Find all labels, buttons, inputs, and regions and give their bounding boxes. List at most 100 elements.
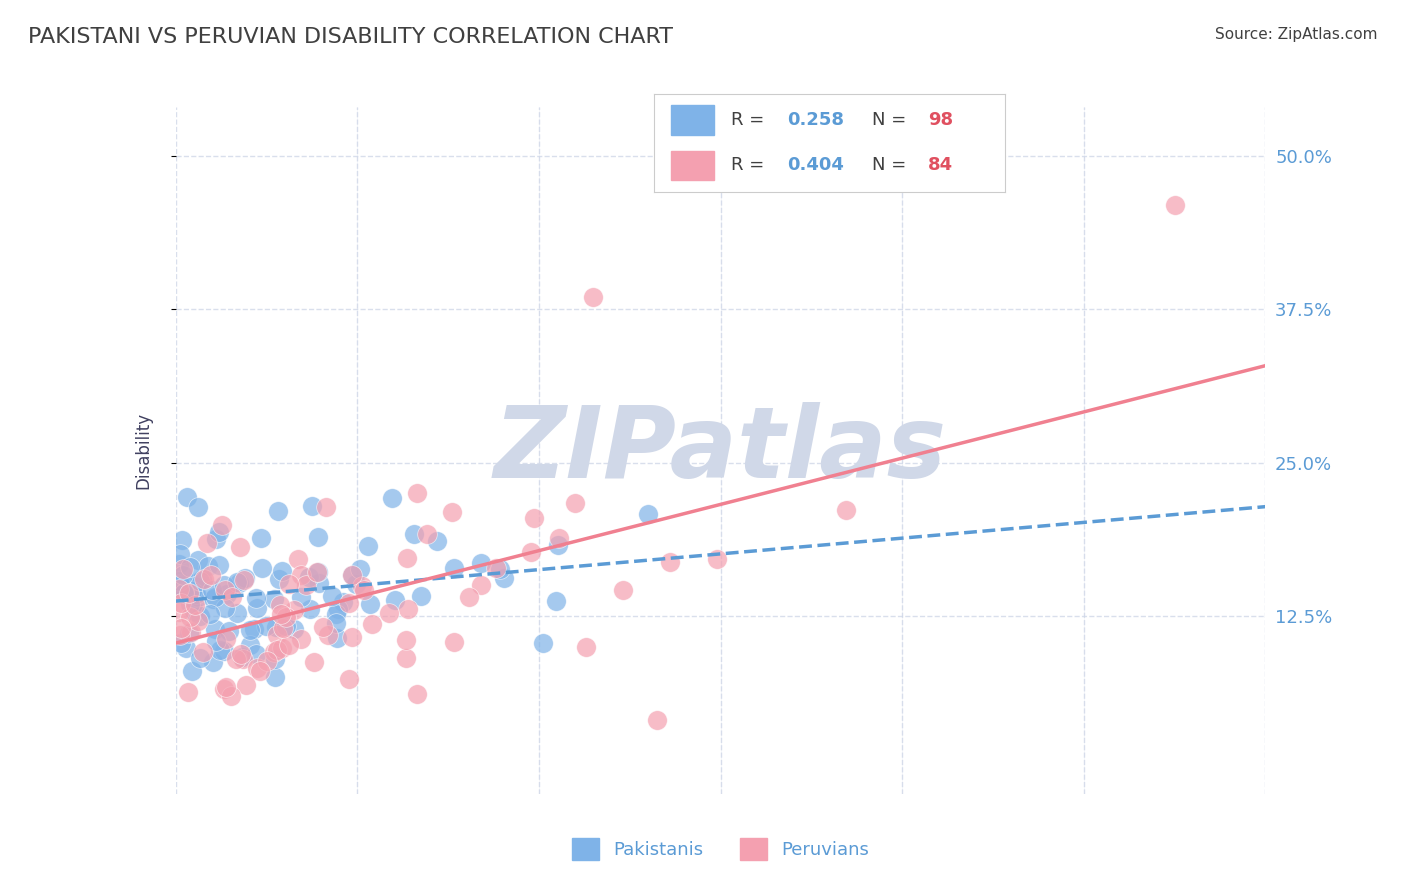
Point: [276, 619, 298, 633]
Point: [304, 655, 326, 669]
Point: [395, 550, 418, 565]
Point: [177, 585, 200, 599]
Point: [328, 602, 350, 616]
Point: [202, 655, 225, 669]
Point: [325, 607, 347, 621]
Point: [169, 628, 191, 642]
Point: [207, 558, 229, 572]
Point: [179, 597, 201, 611]
Point: [200, 607, 222, 621]
Point: [228, 576, 250, 591]
Point: [170, 579, 193, 593]
Point: [357, 539, 380, 553]
Point: [183, 579, 205, 593]
Point: [485, 561, 508, 575]
Point: [183, 604, 205, 618]
Text: Source: ZipAtlas.com: Source: ZipAtlas.com: [1215, 27, 1378, 42]
Point: [294, 578, 316, 592]
Point: [246, 601, 269, 615]
Point: [191, 645, 214, 659]
Point: [1163, 198, 1185, 212]
Point: [470, 557, 492, 571]
Point: [188, 650, 211, 665]
Point: [378, 606, 401, 620]
Point: [169, 557, 191, 571]
Point: [250, 531, 273, 545]
Point: [547, 531, 569, 545]
Point: [243, 622, 266, 636]
Point: [211, 517, 233, 532]
Legend: Pakistanis, Peruvians: Pakistanis, Peruvians: [565, 830, 876, 867]
Point: [350, 579, 373, 593]
Point: [205, 532, 228, 546]
Point: [395, 651, 418, 665]
Point: [301, 500, 323, 514]
Point: [212, 644, 235, 658]
Point: [344, 576, 367, 591]
Point: [212, 681, 235, 696]
Point: [290, 590, 312, 604]
Point: [523, 511, 546, 525]
Point: [205, 633, 228, 648]
Point: [200, 568, 222, 582]
Point: [225, 574, 247, 589]
Point: [546, 594, 568, 608]
Point: [180, 624, 202, 639]
Point: [283, 622, 305, 636]
Point: [174, 641, 197, 656]
Point: [245, 591, 267, 605]
Text: 0.258: 0.258: [787, 112, 845, 129]
Point: [204, 622, 226, 636]
Point: [239, 638, 262, 652]
Point: [245, 648, 267, 662]
Point: [239, 623, 262, 637]
Point: [184, 587, 207, 601]
Point: [340, 630, 363, 644]
Point: [169, 574, 191, 588]
Point: [470, 577, 492, 591]
Point: [312, 620, 335, 634]
Point: [169, 582, 191, 596]
Text: R =: R =: [731, 112, 770, 129]
Point: [426, 533, 449, 548]
Point: [187, 500, 209, 515]
Point: [359, 597, 381, 611]
Point: [488, 562, 510, 576]
Point: [172, 533, 194, 547]
Point: [287, 551, 309, 566]
Point: [169, 605, 191, 619]
Point: [229, 647, 252, 661]
Point: [172, 567, 194, 582]
Point: [195, 536, 218, 550]
Point: [264, 670, 287, 684]
Point: [204, 590, 226, 604]
Point: [396, 602, 419, 616]
Point: [520, 544, 543, 558]
Point: [214, 601, 236, 615]
Point: [384, 593, 406, 607]
Point: [170, 621, 193, 635]
Point: [443, 561, 465, 575]
Point: [316, 628, 339, 642]
Point: [337, 595, 360, 609]
Point: [411, 590, 433, 604]
Point: [181, 583, 204, 598]
Point: [201, 582, 224, 597]
Point: [337, 672, 360, 686]
Point: [188, 574, 211, 588]
Point: [190, 572, 212, 586]
Point: [254, 618, 277, 632]
Point: [263, 644, 285, 658]
Point: [215, 632, 238, 647]
Point: [187, 552, 209, 566]
Point: [219, 689, 242, 703]
Point: [405, 486, 427, 500]
Point: [564, 496, 586, 510]
Point: [645, 714, 668, 728]
Point: [212, 578, 235, 592]
Point: [321, 589, 343, 603]
Point: [263, 592, 285, 607]
Point: [547, 537, 569, 551]
Point: [278, 638, 301, 652]
Point: [193, 573, 215, 587]
